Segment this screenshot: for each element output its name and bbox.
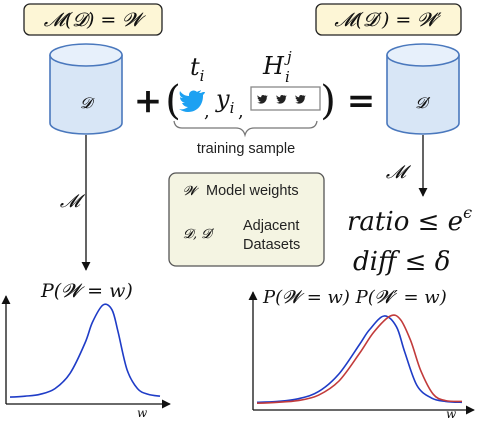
right-output-label: 𝓜(𝓓′) = 𝓦′ [334,9,442,31]
history-bird-icon [295,94,306,104]
database-d-body [49,55,123,135]
history-subscript: i [285,68,290,86]
chart-1-series-1-line [256,314,463,404]
ratio-exponent: ϵ [463,203,472,222]
right-chart-title: P(𝓦 = w) P(𝓦′ = w) [262,287,447,308]
chart-0-series-0-line [9,303,161,398]
history-bird-icon [257,94,268,104]
history-box [250,86,321,111]
left-output-box: 𝓜(𝓓) = 𝓦 [23,3,163,36]
history-bird-shape [295,94,306,104]
left-mechanism-label: 𝓜 [60,191,86,212]
history-bird-shape [276,94,287,104]
history-bird-icon [276,94,287,104]
database-d-prime-top [386,43,460,67]
legend-box: 𝓦 Model weights 𝓓, 𝓓′ Adjacent Datasets [168,172,325,267]
comma-after-label: , [238,101,244,122]
history-bird-shape [257,94,268,104]
tweet-subscript: i [200,67,205,85]
right-distribution-chart: P(𝓦 = w) P(𝓦′ = w) w [248,287,475,421]
legend-datasets-text-line1: Adjacent [243,218,299,234]
right-mechanism-label: 𝓜 [386,162,412,183]
legend-datasets-symbol: 𝓓, 𝓓′ [183,227,214,242]
legend-box-frame [168,172,325,267]
training-sample-brace [173,120,318,138]
chart-1-series-0-line [256,315,463,404]
database-d-icon: 𝓓 [49,43,123,135]
twitter-bird-icon [179,90,205,112]
history-superscript: j [284,48,292,66]
equals-sign: = [347,81,376,121]
left-chart-title: P(𝓦 = w) [40,280,133,302]
close-paren: ) [320,78,336,124]
training-sample-caption: training sample [197,141,295,157]
left-distribution-chart: P(𝓦 = w) w [1,280,171,420]
label-symbol: yi [215,85,235,117]
legend-datasets-text-line2: Datasets [243,237,300,253]
left-output-label: 𝓜(𝓓) = 𝓦 [44,9,147,31]
legend-weights-symbol: 𝓦 [183,184,200,199]
label-subscript: i [230,99,235,117]
legend-weights-text: Model weights [206,183,299,199]
database-d-prime-body [386,55,460,135]
history-symbol: H [262,52,285,80]
database-d-prime-label: 𝓓′ [416,94,432,112]
left-chart-series [9,303,161,398]
right-output-box-frame [315,3,462,36]
right-output-box: 𝓜(𝓓′) = 𝓦′ [315,3,462,36]
database-d-prime-icon: 𝓓′ [386,43,460,135]
tweet-symbol: ti [190,53,205,85]
diff-bound: diff ≤ δ [353,247,450,277]
twitter-bird-shape [179,90,205,112]
right-chart-x-label: w [446,407,457,421]
comma-after-bird: , [204,101,210,122]
right-chart-series [256,314,463,404]
left-output-box-frame [23,3,163,36]
ratio-bound: ratio ≤ eϵ [347,203,472,237]
database-d-label: 𝓓 [80,94,95,112]
open-paren: ( [165,78,181,124]
plus-sign: + [134,81,163,121]
left-chart-x-label: w [137,406,148,420]
database-d-top [49,43,123,67]
